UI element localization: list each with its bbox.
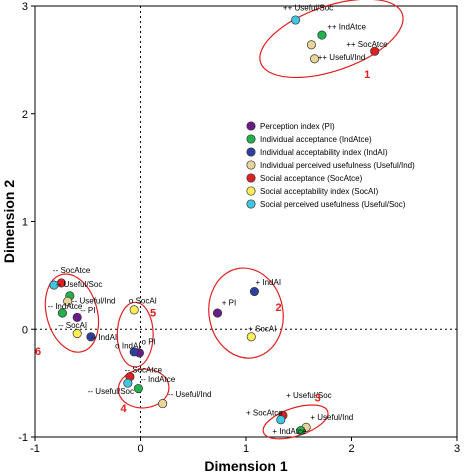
data-label: -- Useful/Ind (72, 296, 116, 305)
data-labels: ++ Useful/Soc ++ IndAtce ++ SocAtce ++ Usef… (48, 3, 388, 435)
data-label: -- Useful/Soc (56, 280, 102, 289)
data-point (212, 308, 223, 318)
data-label: o SocAI (129, 296, 157, 305)
legend: Perception index (PI) Individual acceptan… (246, 121, 415, 209)
data-point (133, 383, 143, 394)
y-tick-label: 3 (22, 1, 28, 13)
legend-marker (246, 173, 256, 183)
legend-label: Individual acceptability index (IndAI) (260, 148, 388, 157)
group-label-4: 4 (120, 403, 127, 415)
data-point (72, 329, 82, 339)
group-ellipse-1 (259, 0, 404, 79)
data-point (63, 296, 73, 306)
legend-label: Perception index (PI) (260, 122, 335, 131)
legend-marker (246, 199, 256, 209)
legend-marker (246, 121, 256, 131)
data-label: -- SocAtce (53, 266, 91, 275)
plot-frame (34, 5, 458, 438)
x-tick-label: -1 (30, 443, 40, 455)
legend-marker (246, 186, 256, 196)
data-point (296, 425, 306, 436)
data-point (370, 46, 380, 56)
data-label: -- PI (80, 306, 95, 315)
legend-label: Social acceptance (SocAtce) (260, 174, 363, 183)
data-label: -- IndAtce (48, 302, 83, 311)
data-label: + PI (222, 299, 236, 308)
group-label-2: 2 (276, 302, 282, 314)
group-label-1: 1 (364, 69, 370, 81)
data-label: + SocAI (248, 324, 276, 333)
x-tick-label: 1 (243, 443, 249, 455)
data-point (86, 332, 96, 342)
data-label: ++ Useful/Ind (318, 53, 366, 62)
group-ellipse-3 (262, 404, 329, 440)
data-point (306, 40, 316, 50)
data-label: + SocAtce (246, 408, 283, 417)
group-ellipse-4 (117, 368, 170, 409)
data-label: -- Useful/Soc (88, 387, 134, 396)
x-axis-label: Dimension 1 (204, 458, 287, 474)
data-label: -- IndAtce (141, 375, 176, 384)
data-label: ++ SocAtce (346, 40, 388, 49)
data-point (49, 280, 59, 290)
group-label-5: 5 (150, 307, 156, 319)
data-label: ++ Useful/Soc (283, 3, 333, 12)
legend-label: Individual perceived usefulness (Useful/… (260, 161, 415, 170)
data-point (129, 347, 139, 357)
group-ellipse-2 (208, 267, 284, 359)
y-tick-label: 0 (22, 324, 28, 336)
legend-marker (246, 134, 256, 144)
legend-label: Social acceptability index (SocAI) (260, 187, 379, 196)
group-label-6: 6 (35, 346, 41, 358)
y-axis-label: Dimension 2 (1, 180, 17, 263)
data-point (249, 286, 259, 297)
legend-marker (246, 147, 256, 157)
data-point (57, 308, 67, 318)
y-tick-label: -1 (18, 432, 28, 444)
data-label: -- Useful/Ind (168, 390, 212, 399)
data-point (276, 415, 286, 425)
data-label: -- SocAtce (125, 365, 163, 374)
group-ellipse-5 (116, 301, 154, 368)
legend-marker (246, 160, 256, 170)
data-point (72, 312, 82, 322)
data-point (291, 15, 301, 25)
legend-label: Individual acceptance (IndAtce) (260, 135, 372, 144)
x-tick-label: 3 (454, 443, 460, 455)
x-tick-label: 0 (137, 443, 143, 455)
y-tick-label: 2 (22, 109, 28, 121)
data-point (246, 332, 256, 342)
data-label: ++ IndAtce (327, 23, 366, 32)
data-point (310, 54, 320, 64)
legend-label: Social perceived usefulness (Useful/Soc) (260, 200, 406, 209)
group-ellipse-6 (44, 273, 100, 353)
reference-lines (35, 6, 457, 437)
data-point (158, 399, 168, 409)
data-point (123, 378, 133, 388)
y-tick-label: 1 (22, 217, 28, 229)
data-point (317, 30, 327, 40)
data-label: + Useful/Soc (286, 391, 332, 400)
group-ellipses (44, 0, 404, 440)
data-points (49, 15, 380, 436)
group-labels: 1 2 3 4 5 6 (35, 69, 370, 415)
data-label: + IndAtce (272, 427, 307, 436)
data-label: + IndAI (255, 278, 281, 287)
data-label: -- IndAI (91, 333, 117, 342)
data-label: -- SocAI (58, 321, 87, 330)
data-label: + Useful/Ind (310, 413, 353, 422)
group-label-3: 3 (315, 392, 321, 404)
data-label: o IndAI (115, 342, 140, 351)
axes: -1 0 1 2 3 -1 0 1 2 3 Dimension 1 Dimension 2 (1, 1, 460, 474)
data-point (129, 305, 139, 315)
data-label: o PI (142, 337, 156, 346)
x-tick-label: 2 (348, 443, 354, 455)
